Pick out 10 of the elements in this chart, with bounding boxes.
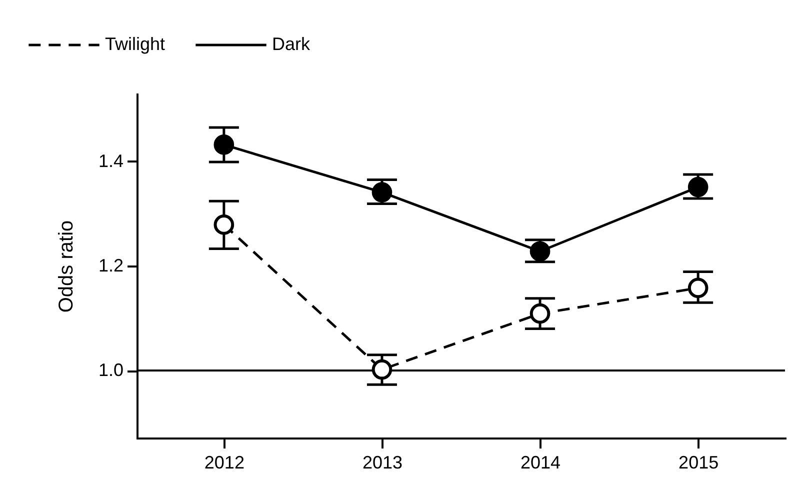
x-tick-label: 2014 bbox=[520, 452, 561, 472]
y-tick-label: 1.4 bbox=[98, 150, 124, 171]
x-tick-label: 2013 bbox=[362, 452, 402, 472]
legend-label: Twilight bbox=[105, 34, 166, 54]
x-tick-label: 2015 bbox=[678, 452, 719, 472]
legend-label: Dark bbox=[272, 34, 312, 54]
y-tick-label: 1.0 bbox=[98, 360, 124, 380]
y-tick-label: 1.2 bbox=[98, 256, 124, 276]
x-tick-label: 2012 bbox=[204, 452, 244, 472]
y-axis-title: Odds ratio bbox=[55, 220, 78, 313]
